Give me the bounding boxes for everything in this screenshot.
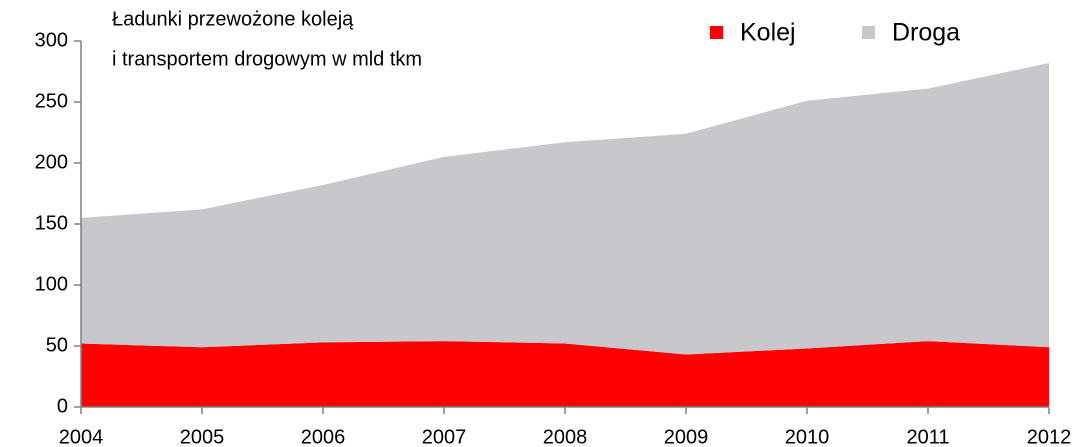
chart-title: Ładunki przewożone koleją xyxy=(112,8,354,30)
y-tick-label: 150 xyxy=(35,212,68,234)
area xyxy=(81,341,1049,407)
y-tick-label: 50 xyxy=(46,334,68,356)
x-tick-label: 2011 xyxy=(906,426,949,447)
x-tick-label: 2004 xyxy=(59,426,104,447)
area xyxy=(81,62,1049,355)
legend-label: Kolej xyxy=(740,19,796,47)
x-tick-label: 2007 xyxy=(422,426,467,447)
x-tick-label: 2008 xyxy=(543,426,588,447)
y-tick-label: 250 xyxy=(35,90,68,112)
x-tick-label: 2010 xyxy=(785,426,830,447)
x-tick-label: 2005 xyxy=(180,426,225,447)
y-tick-label: 300 xyxy=(35,29,68,51)
legend-swatch xyxy=(862,26,875,39)
y-tick-label: 100 xyxy=(35,273,68,295)
y-tick-label: 200 xyxy=(35,151,68,173)
legend-label: Droga xyxy=(892,19,960,47)
x-tick-label: 2006 xyxy=(301,426,346,447)
x-tick-label: 2009 xyxy=(664,426,709,447)
y-tick-label: 0 xyxy=(57,395,68,417)
legend-swatch xyxy=(710,26,723,39)
x-tick-label: 2012 xyxy=(1027,426,1072,447)
chart-title: i transportem drogowym w mld tkm xyxy=(112,48,422,70)
